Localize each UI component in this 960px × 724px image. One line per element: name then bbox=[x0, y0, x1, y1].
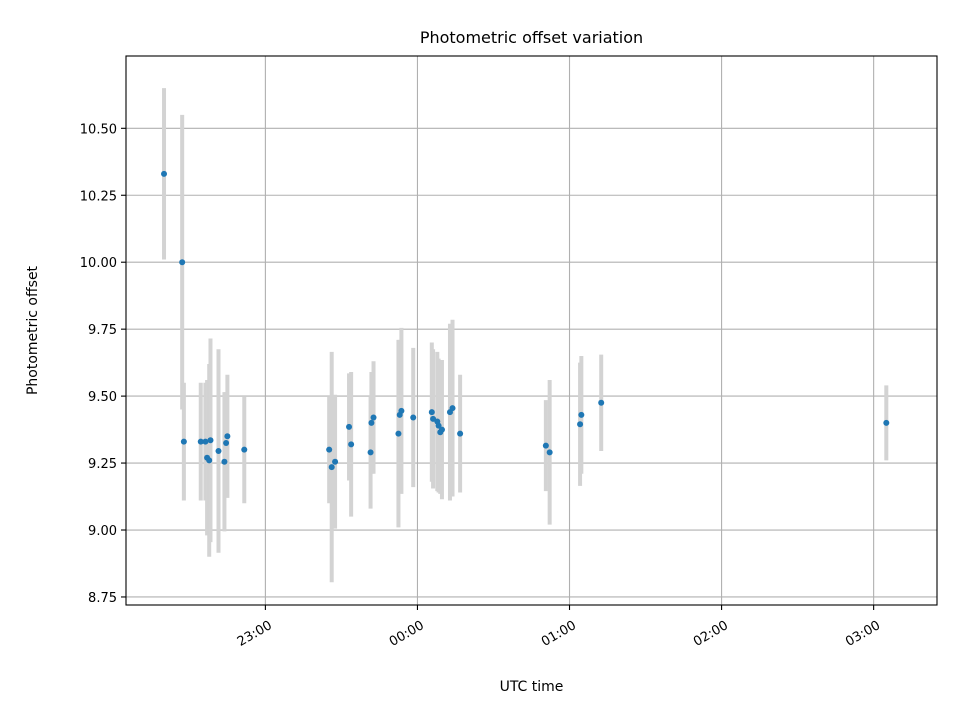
y-tick-label: 9.50 bbox=[88, 390, 117, 405]
data-point bbox=[577, 421, 584, 428]
data-point bbox=[370, 414, 377, 421]
data-point bbox=[542, 442, 549, 449]
grid bbox=[126, 56, 937, 605]
data-points bbox=[161, 170, 890, 471]
data-point bbox=[180, 438, 187, 445]
data-point bbox=[202, 438, 209, 445]
data-point bbox=[883, 419, 890, 426]
data-point bbox=[207, 437, 214, 444]
data-point bbox=[206, 457, 213, 464]
data-point bbox=[215, 448, 222, 455]
y-axis-ticks: 8.75 9.00 9.25 9.50 9.75 10.00 10.25 10.50 bbox=[80, 122, 126, 606]
data-point bbox=[457, 430, 464, 437]
plot-frame bbox=[125, 55, 938, 606]
y-tick-label: 10.50 bbox=[80, 122, 117, 137]
data-point bbox=[438, 426, 445, 433]
y-tick-label: 8.75 bbox=[88, 591, 117, 606]
y-tick-label: 9.25 bbox=[88, 457, 117, 472]
data-point bbox=[410, 414, 417, 421]
data-point bbox=[398, 407, 405, 414]
y-tick-label: 10.00 bbox=[80, 256, 117, 271]
data-point bbox=[428, 409, 435, 416]
data-point bbox=[224, 433, 231, 440]
y-tick-label: 10.25 bbox=[80, 189, 117, 204]
data-point bbox=[598, 399, 605, 406]
data-point bbox=[161, 170, 168, 177]
data-point bbox=[221, 458, 228, 465]
data-point bbox=[328, 464, 335, 471]
data-point bbox=[449, 405, 456, 412]
data-point bbox=[223, 439, 230, 446]
data-point bbox=[179, 259, 186, 266]
y-tick-label: 9.00 bbox=[88, 524, 117, 539]
data-point bbox=[435, 422, 442, 429]
data-point bbox=[332, 458, 339, 465]
y-tick-label: 9.75 bbox=[88, 323, 117, 338]
data-point bbox=[395, 430, 402, 437]
y-axis-label: Photometric offset bbox=[25, 265, 41, 395]
data-point bbox=[197, 438, 204, 445]
data-point bbox=[368, 419, 375, 426]
chart-title: Photometric offset variation bbox=[420, 28, 643, 47]
data-point bbox=[348, 441, 355, 448]
data-point bbox=[367, 449, 374, 456]
x-axis-label: UTC time bbox=[500, 679, 564, 695]
data-point bbox=[241, 446, 248, 453]
data-point bbox=[326, 446, 333, 453]
data-point bbox=[546, 449, 553, 456]
data-point bbox=[346, 423, 353, 430]
data-point bbox=[578, 411, 585, 418]
